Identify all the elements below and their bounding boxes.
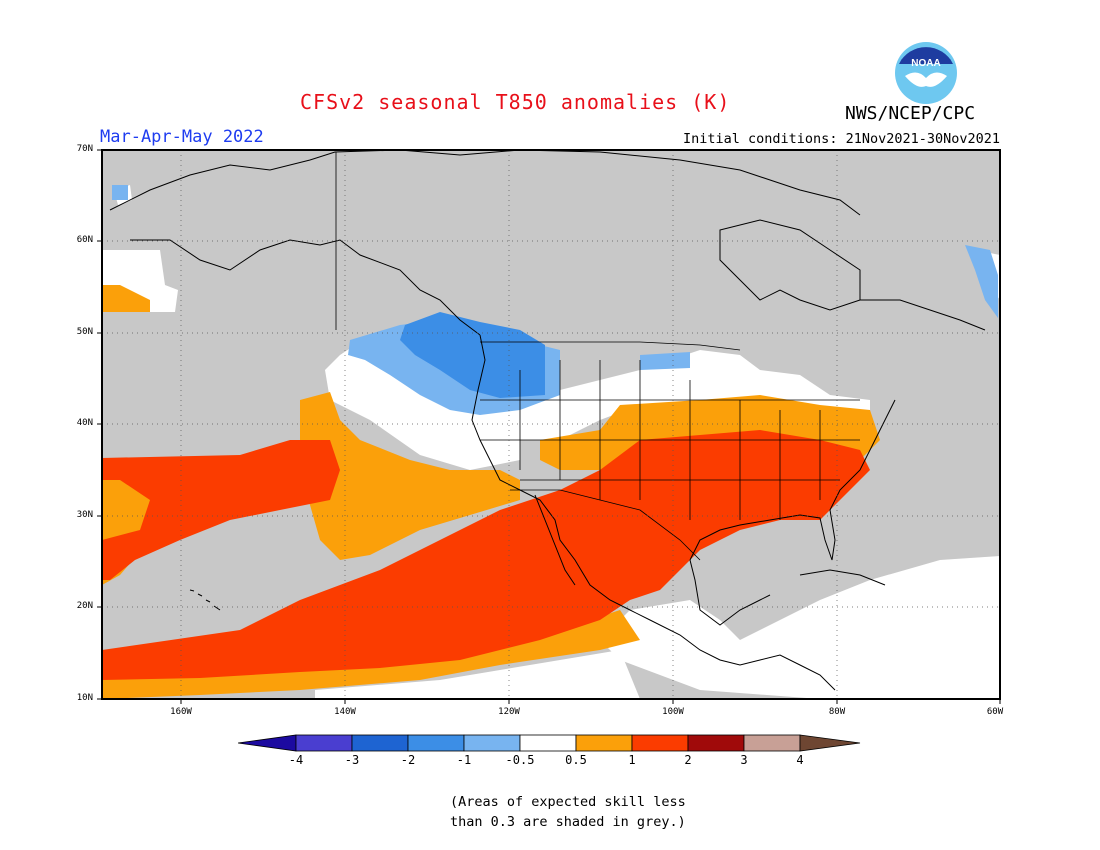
colorbar-swatch-4	[463, 734, 521, 752]
colorbar-label: -2	[400, 753, 416, 767]
lat-tick-50n: 50N	[76, 327, 93, 337]
colorbar-label: -0.5	[505, 753, 535, 767]
colorbar-label: 0.5	[565, 753, 587, 767]
tick-marks	[97, 149, 1001, 704]
colorbar-swatch-3	[407, 734, 465, 752]
anomaly-1-2-areas	[102, 430, 870, 680]
lon-tick-120w: 120W	[498, 707, 520, 717]
map-title: CFSv2 seasonal T850 anomalies (K)	[300, 90, 731, 114]
initial-conditions-label: Initial conditions: 21Nov2021-30Nov2021	[683, 131, 1000, 147]
lat-tick-40n: 40N	[76, 418, 93, 428]
colorbar-swatch-9	[743, 734, 801, 752]
colorbar-label: 2	[684, 753, 692, 767]
colorbar-label: 3	[740, 753, 748, 767]
colorbar-swatch-5	[519, 734, 577, 752]
lon-tick-80w: 80W	[828, 707, 846, 717]
lat-tick-10n: 10N	[76, 693, 93, 703]
skill-note-line-2: than 0.3 are shaded in grey.)	[450, 814, 686, 830]
lon-tick-100w: 100W	[662, 707, 684, 717]
season-label: Mar-Apr-May 2022	[100, 127, 264, 147]
lon-tick-140w: 140W	[334, 707, 356, 717]
colorbar-swatch-7	[631, 734, 689, 752]
anomaly-neg-1-neg-2-areas	[400, 312, 545, 398]
colorbar-swatch-6	[575, 734, 633, 752]
lat-tick-20n: 20N	[76, 601, 93, 611]
colorbar-swatch-10	[799, 734, 861, 752]
lon-tick-60w: 60W	[986, 707, 1004, 717]
colorbar-label: 4	[796, 753, 804, 767]
colorbar-swatch-1	[295, 734, 353, 752]
colorbar-label: -1	[456, 753, 472, 767]
colorbar-swatch-2	[351, 734, 409, 752]
skill-note-line-1: (Areas of expected skill less	[450, 794, 686, 810]
lon-tick-160w: 160W	[170, 707, 192, 717]
colorbar-label: -4	[288, 753, 304, 767]
political-borders	[335, 152, 860, 561]
colorbar-swatch-8	[687, 734, 745, 752]
coastlines	[109, 149, 986, 691]
colorbar	[238, 734, 861, 752]
noaa-logo-text: NOAA	[911, 58, 940, 69]
lat-tick-70n: 70N	[76, 144, 93, 154]
colorbar-label: 1	[628, 753, 636, 767]
agency-label: NWS/NCEP/CPC	[845, 103, 976, 124]
colorbar-swatch-0	[238, 734, 297, 752]
neutral-white-areas	[102, 185, 1000, 699]
noaa-logo: NOAA	[895, 42, 957, 104]
lat-tick-60n: 60N	[76, 235, 93, 245]
skill-note: (Areas of expected skill less than 0.3 a…	[450, 792, 750, 832]
lat-tick-30n: 30N	[76, 510, 93, 520]
colorbar-label: -3	[344, 753, 360, 767]
